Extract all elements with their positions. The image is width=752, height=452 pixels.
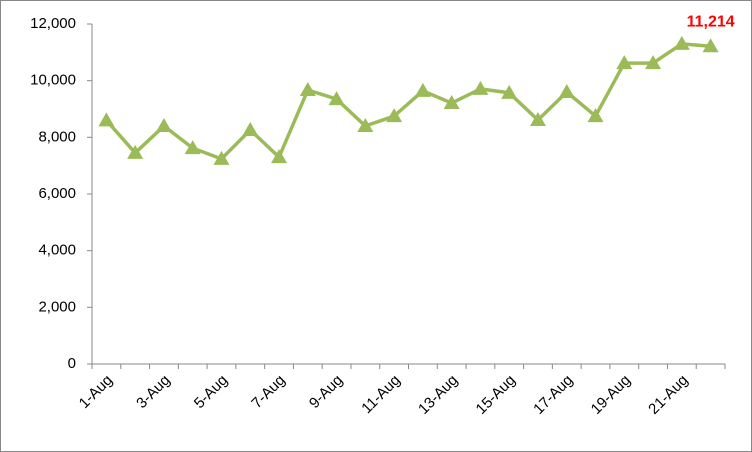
- marker: [501, 84, 518, 99]
- y-tick-label: 2,000: [38, 298, 76, 315]
- y-tick-label: 0: [68, 355, 76, 372]
- marker: [242, 121, 259, 136]
- marker: [702, 38, 719, 53]
- marker: [673, 35, 690, 50]
- marker: [616, 55, 633, 70]
- marker: [558, 84, 575, 98]
- y-tick-label: 8,000: [38, 128, 76, 145]
- marker: [271, 149, 288, 164]
- marker: [155, 118, 172, 132]
- y-tick-label: 6,000: [38, 185, 76, 202]
- marker: [587, 108, 604, 123]
- marker: [472, 80, 489, 95]
- marker: [443, 95, 460, 110]
- y-tick-label: 12,000: [30, 15, 76, 32]
- marker: [414, 82, 431, 97]
- data-label: 11,214: [687, 13, 735, 30]
- marker: [357, 118, 374, 132]
- marker: [529, 112, 546, 127]
- marker: [299, 82, 316, 97]
- marker: [328, 91, 345, 106]
- marker: [386, 108, 403, 123]
- marker: [645, 55, 662, 70]
- marker: [184, 140, 201, 155]
- marker: [213, 150, 230, 165]
- marker: [98, 112, 115, 127]
- line: [105, 42, 711, 161]
- y-tick-label: 10,000: [30, 72, 76, 89]
- marker: [127, 144, 144, 159]
- y-tick-label: 4,000: [38, 242, 76, 259]
